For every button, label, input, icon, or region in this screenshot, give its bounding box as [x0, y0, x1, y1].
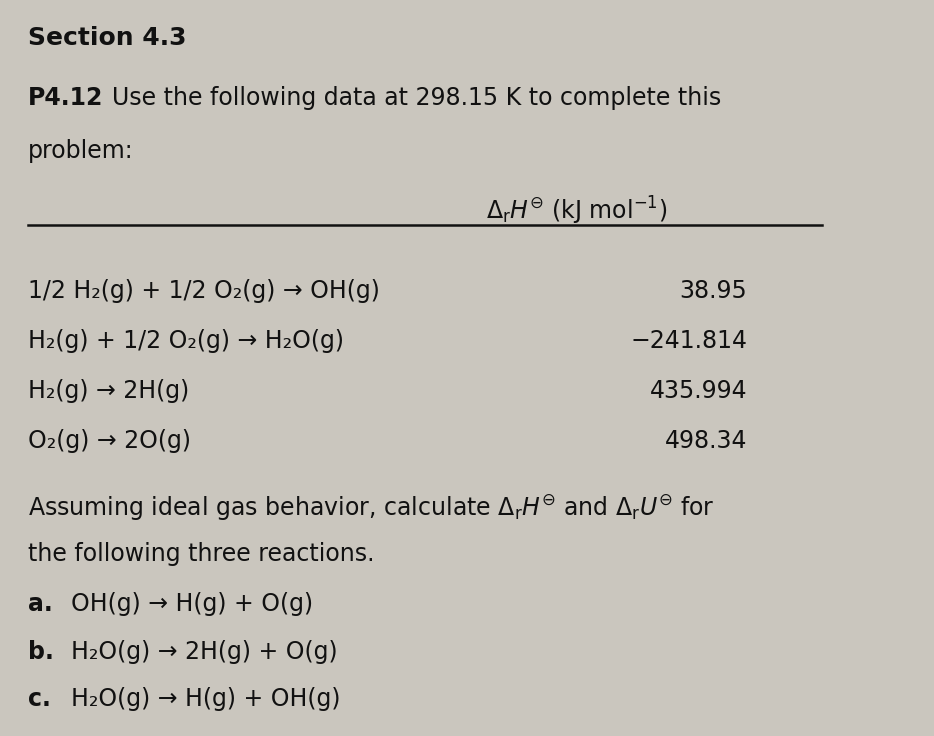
Text: H₂O(g) → 2H(g) + O(g): H₂O(g) → 2H(g) + O(g) [71, 640, 337, 664]
Text: c.: c. [28, 687, 50, 712]
Text: Assuming ideal gas behavior, calculate $\Delta_{\rm r}H^{\ominus}$ and $\Delta_{: Assuming ideal gas behavior, calculate $… [28, 492, 715, 522]
Text: P4.12: P4.12 [28, 86, 104, 110]
Text: the following three reactions.: the following three reactions. [28, 542, 375, 566]
Text: $\Delta_{\rm r}H^{\ominus}$ (kJ mol$^{-1}$): $\Delta_{\rm r}H^{\ominus}$ (kJ mol$^{-1… [486, 194, 667, 227]
Text: O₂(g) → 2O(g): O₂(g) → 2O(g) [28, 429, 191, 453]
Text: 435.994: 435.994 [649, 379, 747, 403]
Text: 498.34: 498.34 [665, 429, 747, 453]
Text: Use the following data at 298.15 K to complete this: Use the following data at 298.15 K to co… [112, 86, 721, 110]
Text: H₂O(g) → H(g) + OH(g): H₂O(g) → H(g) + OH(g) [71, 687, 341, 712]
Text: Section 4.3: Section 4.3 [28, 26, 187, 50]
Text: 38.95: 38.95 [679, 279, 747, 303]
Text: b.: b. [28, 640, 54, 664]
Text: a.: a. [28, 592, 52, 616]
Text: −241.814: −241.814 [630, 329, 747, 353]
Text: OH(g) → H(g) + O(g): OH(g) → H(g) + O(g) [71, 592, 313, 616]
Text: H₂(g) → 2H(g): H₂(g) → 2H(g) [28, 379, 190, 403]
Text: 1/2 H₂(g) + 1/2 O₂(g) → OH(g): 1/2 H₂(g) + 1/2 O₂(g) → OH(g) [28, 279, 380, 303]
Text: problem:: problem: [28, 139, 134, 163]
Text: H₂(g) + 1/2 O₂(g) → H₂O(g): H₂(g) + 1/2 O₂(g) → H₂O(g) [28, 329, 344, 353]
